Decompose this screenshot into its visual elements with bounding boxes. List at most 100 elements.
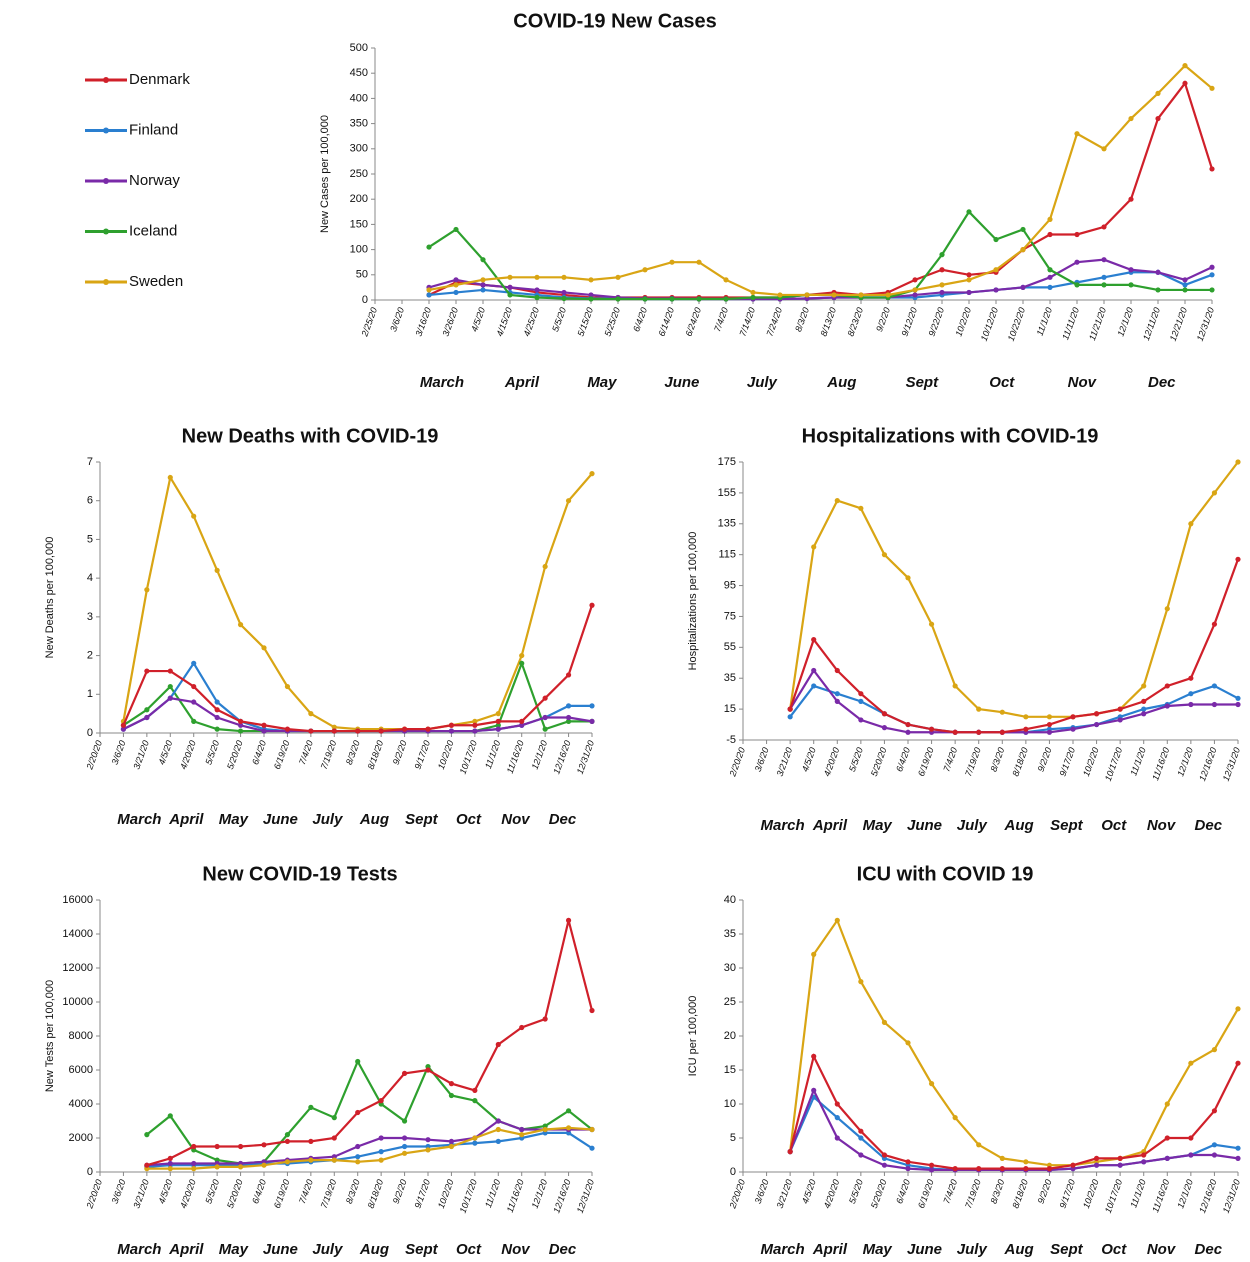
data-point — [1188, 1135, 1194, 1141]
data-point — [120, 726, 127, 732]
data-point — [928, 621, 935, 627]
y-tick-label: 6 — [87, 495, 93, 507]
data-point — [885, 292, 891, 298]
x-tick-label: 11/1/20 — [1128, 746, 1147, 777]
y-tick-label: 7 — [87, 456, 93, 468]
x-tick-label: 9/2/20 — [391, 1178, 409, 1205]
x-tick-label: 5/5/20 — [847, 1178, 865, 1205]
data-point — [472, 1098, 478, 1104]
data-point — [1047, 231, 1053, 238]
data-point — [355, 1109, 361, 1116]
data-point — [237, 728, 244, 734]
x-tick-label: 12/21/20 — [1168, 306, 1189, 342]
x-tick-label: 9/2/20 — [874, 306, 892, 333]
legend-marker — [103, 127, 109, 134]
x-tick-label: 6/4/20 — [250, 1178, 268, 1205]
chart-title: Hospitalizations with COVID-19 — [802, 425, 1099, 447]
data-point — [589, 1145, 595, 1151]
data-point — [1101, 146, 1107, 152]
data-point — [331, 724, 337, 730]
data-point — [881, 1162, 888, 1168]
data-point — [834, 1115, 840, 1121]
data-point — [1164, 683, 1170, 689]
y-tick-label: 0 — [87, 727, 93, 739]
x-tick-label: 8/18/20 — [1010, 746, 1030, 778]
y-tick-label: 30 — [724, 962, 736, 974]
data-point — [966, 277, 972, 283]
legend-label: Denmark — [129, 71, 190, 88]
data-point — [1164, 1101, 1170, 1107]
data-point — [787, 714, 793, 720]
data-point — [401, 1118, 408, 1124]
x-tick-label: 9/17/20 — [412, 1178, 432, 1210]
data-point — [167, 695, 173, 701]
month-label: Oct — [989, 374, 1015, 391]
data-point — [723, 277, 729, 283]
data-point — [1141, 698, 1147, 704]
x-tick-label: 8/3/20 — [988, 746, 1006, 773]
x-tick-label: 12/31/20 — [1195, 306, 1216, 342]
month-label: Oct — [1101, 1241, 1127, 1258]
x-tick-label: 3/6/20 — [110, 739, 128, 766]
x-tick-label: 3/6/20 — [110, 1178, 128, 1205]
y-tick-label: 3 — [87, 611, 93, 623]
y-axis-label: ICU per 100,000 — [687, 996, 699, 1077]
data-point — [519, 1024, 525, 1031]
data-point — [1211, 701, 1218, 708]
x-tick-label: 4/20/20 — [822, 1178, 842, 1210]
x-tick-label: 11/1/20 — [1128, 1178, 1147, 1209]
x-tick-label: 5/20/20 — [225, 739, 245, 771]
data-point — [811, 544, 817, 550]
data-point — [1155, 90, 1161, 96]
data-point — [834, 1135, 840, 1141]
data-point — [1101, 224, 1107, 230]
chart: ICU with COVID 19 ICU per 100,000 0 5 10 15 20… — [687, 863, 1242, 1258]
data-point — [1141, 711, 1147, 717]
y-tick-label: -5 — [726, 734, 736, 746]
x-tick-label: 11/1/20 — [483, 1178, 502, 1209]
x-tick-label: 12/31/20 — [575, 1178, 596, 1214]
series-line — [122, 604, 594, 733]
data-point — [1117, 1155, 1123, 1161]
data-point — [858, 691, 864, 697]
month-label: April — [168, 1241, 204, 1258]
data-point — [355, 1143, 361, 1150]
data-point — [858, 979, 864, 985]
data-point — [1020, 226, 1026, 233]
x-tick-label: 6/4/20 — [631, 306, 649, 333]
y-tick-label: 4000 — [69, 1098, 93, 1110]
data-point — [1023, 726, 1029, 732]
data-point — [588, 296, 594, 302]
y-tick-label: 55 — [724, 641, 736, 653]
chart-title: ICU with COVID 19 — [857, 863, 1034, 885]
y-tick-label: 2000 — [69, 1132, 93, 1144]
legend-label: Finland — [129, 121, 178, 138]
data-point — [834, 498, 840, 504]
data-point — [834, 667, 840, 674]
data-point — [144, 707, 150, 713]
y-tick-label: 95 — [724, 579, 736, 591]
x-tick-label: 2/20/20 — [727, 1178, 747, 1211]
y-tick-label: 115 — [718, 549, 736, 561]
x-tick-label: 12/31/20 — [1221, 746, 1242, 782]
y-tick-label: 16000 — [62, 894, 93, 906]
x-tick-label: 7/4/20 — [941, 1178, 959, 1205]
y-tick-label: 200 — [350, 193, 368, 205]
data-point — [495, 1041, 501, 1048]
data-point — [355, 1058, 361, 1065]
data-point — [378, 1135, 384, 1141]
x-tick-label: 4/5/20 — [156, 1178, 174, 1205]
x-tick-label: 7/4/20 — [297, 1178, 315, 1205]
data-point — [642, 267, 648, 273]
data-point — [453, 226, 459, 233]
legend-marker — [103, 228, 109, 235]
data-point — [966, 272, 972, 278]
chart: COVID-19 New Cases New Cases per 100,000 0… — [85, 10, 1216, 391]
data-point — [284, 1138, 291, 1144]
data-point — [308, 728, 314, 734]
data-point — [1141, 1159, 1147, 1165]
data-point — [928, 1167, 935, 1173]
series-line — [789, 1053, 1239, 1170]
data-point — [495, 711, 501, 717]
x-tick-label: 3/21/20 — [131, 1178, 151, 1210]
